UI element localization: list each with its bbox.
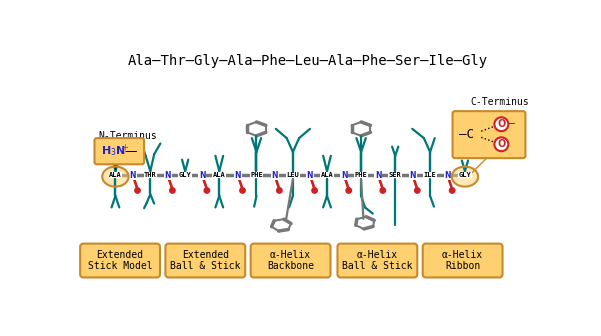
Text: N: N (165, 171, 171, 179)
Text: GLY: GLY (179, 172, 192, 178)
Ellipse shape (102, 167, 129, 186)
Circle shape (204, 188, 210, 193)
Text: N: N (444, 171, 451, 179)
Text: α-Helix
Backbone: α-Helix Backbone (267, 250, 314, 271)
Text: N: N (130, 171, 136, 179)
FancyBboxPatch shape (338, 244, 417, 278)
Circle shape (346, 188, 352, 193)
Text: GLY: GLY (459, 172, 471, 178)
Text: THR: THR (144, 172, 157, 178)
Text: Extended
Ball & Stick: Extended Ball & Stick (170, 250, 240, 271)
Text: C-Terminus: C-Terminus (471, 97, 529, 107)
Text: —: — (124, 145, 136, 158)
Ellipse shape (452, 167, 478, 186)
Text: H$_3$N: H$_3$N (101, 144, 126, 158)
Text: N: N (199, 171, 206, 179)
FancyBboxPatch shape (165, 244, 245, 278)
Text: Extended
Stick Model: Extended Stick Model (88, 250, 153, 271)
Circle shape (312, 188, 317, 193)
Text: PHE: PHE (355, 172, 367, 178)
Circle shape (450, 188, 455, 193)
Text: α-Helix
Ball & Stick: α-Helix Ball & Stick (342, 250, 413, 271)
Circle shape (495, 137, 508, 151)
Text: N: N (409, 171, 416, 179)
Text: +: + (121, 143, 129, 152)
Text: −: − (508, 119, 516, 129)
Text: PHE: PHE (250, 172, 263, 178)
Circle shape (169, 188, 175, 193)
Text: O: O (497, 139, 505, 149)
Text: O: O (497, 119, 505, 129)
Text: α-Helix
Ribbon: α-Helix Ribbon (442, 250, 483, 271)
Text: SER: SER (389, 172, 401, 178)
Text: N: N (341, 171, 347, 179)
Text: ILE: ILE (424, 172, 436, 178)
Text: —C: —C (459, 128, 474, 141)
Text: N: N (375, 171, 382, 179)
Circle shape (495, 117, 508, 131)
Circle shape (415, 188, 420, 193)
Text: N: N (307, 171, 313, 179)
FancyBboxPatch shape (80, 244, 160, 278)
FancyBboxPatch shape (453, 111, 525, 158)
Text: Ala–Thr–Gly–Ala–Phe–Leu–Ala–Phe–Ser–Ile–Gly: Ala–Thr–Gly–Ala–Phe–Leu–Ala–Phe–Ser–Ile–… (127, 54, 487, 68)
FancyBboxPatch shape (94, 138, 144, 164)
FancyBboxPatch shape (251, 244, 331, 278)
Text: ALA: ALA (320, 172, 334, 178)
Text: N: N (272, 171, 278, 179)
FancyBboxPatch shape (423, 244, 502, 278)
Text: N-Terminus: N-Terminus (99, 131, 157, 141)
Text: ALA: ALA (213, 172, 225, 178)
Circle shape (240, 188, 245, 193)
Circle shape (380, 188, 385, 193)
Text: N: N (234, 171, 241, 179)
Text: LEU: LEU (287, 172, 299, 178)
Text: ALA: ALA (109, 172, 122, 178)
Circle shape (276, 188, 282, 193)
Circle shape (135, 188, 140, 193)
